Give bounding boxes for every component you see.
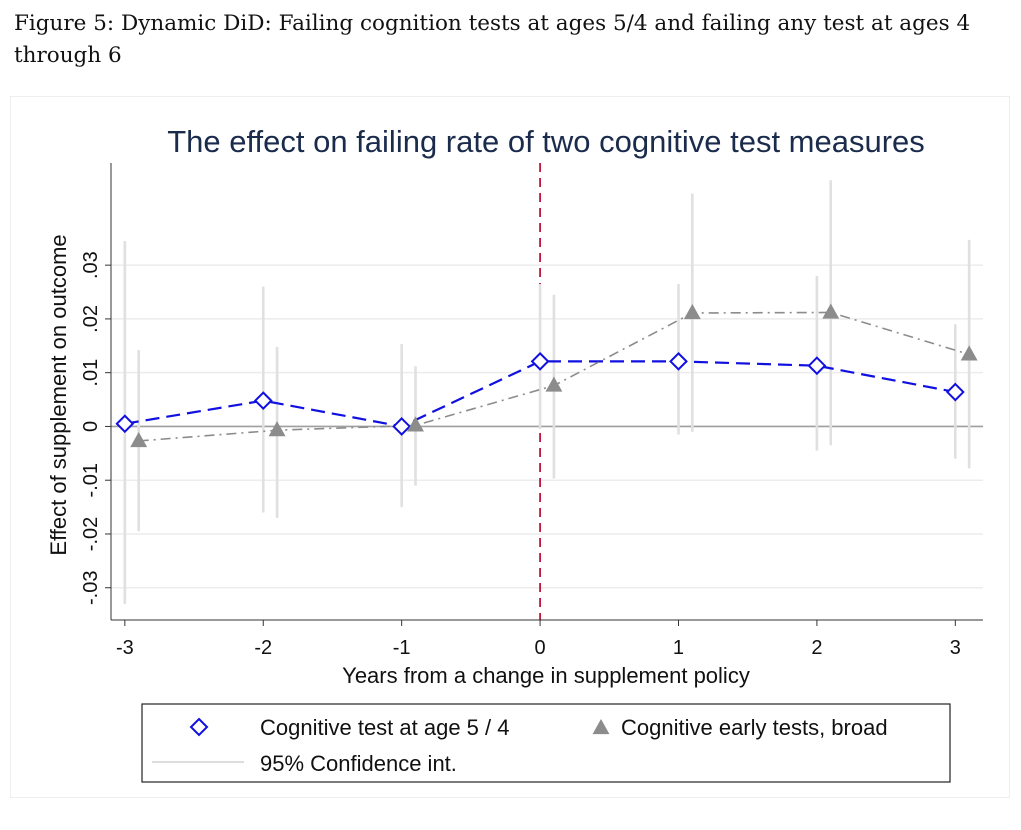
y-tick-label: -.03: [80, 571, 102, 605]
series1-point: [945, 382, 965, 402]
chart-title: The effect on failing rate of two cognit…: [167, 124, 925, 159]
legend-diamond-icon: [189, 717, 209, 737]
legend: Cognitive test at age 5 / 4 Cognitive ea…: [141, 703, 951, 783]
series2-point: [407, 416, 424, 432]
legend-series2-label: Cognitive early tests, broad: [621, 715, 888, 740]
series2-point: [683, 303, 701, 320]
series2-point: [130, 431, 148, 448]
series1-point: [530, 351, 550, 371]
legend-ci-label: 95% Confidence int.: [260, 751, 457, 776]
series1-point: [253, 391, 273, 411]
grid-layer: [111, 163, 983, 620]
series2-point: [545, 376, 563, 392]
legend-series1-marker: [189, 717, 209, 737]
series1-point: [115, 414, 135, 434]
ci-layer: [123, 180, 971, 604]
y-tick-label: -.01: [80, 463, 102, 497]
x-axis-label: Years from a change in supplement policy: [342, 663, 750, 688]
axis-layer: -.03 -.02 -.01 0 .01 .02 .03 -3 -2 -1 0 1 2 3: [80, 163, 983, 659]
y-tick-label: 0: [80, 421, 102, 432]
x-tick-label: -3: [116, 637, 134, 659]
series1-point: [807, 356, 827, 376]
cut-off-text: [0, 812, 1021, 830]
y-axis-label: Effect of supplement on outcome: [46, 234, 71, 555]
x-tick-label: 0: [535, 637, 546, 659]
x-tick-label: 2: [811, 637, 822, 659]
x-tick-label: 3: [950, 637, 961, 659]
series1-point: [392, 417, 412, 436]
y-tick-label: .01: [80, 359, 102, 387]
y-tick-label: .02: [80, 305, 102, 333]
y-tick-label: .03: [80, 251, 102, 279]
series2-point: [268, 421, 286, 437]
legend-series1-label: Cognitive test at age 5 / 4: [260, 715, 510, 740]
figure-frame: [10, 96, 1010, 798]
series1-point: [669, 351, 688, 371]
series2-point: [822, 303, 840, 319]
legend-box: [141, 703, 951, 783]
marker-layer: [115, 303, 978, 448]
series2-point: [960, 345, 978, 361]
line-layer: [124, 311, 970, 442]
y-tick-label: -.02: [80, 517, 102, 551]
legend-series2-marker: [592, 718, 610, 735]
x-tick-label: 1: [673, 637, 684, 659]
x-tick-label: -2: [254, 637, 272, 659]
legend-triangle-icon: [592, 718, 610, 735]
x-tick-label: -1: [393, 637, 411, 659]
figure-caption: Figure 5: Dynamic DiD: Failing cognition…: [14, 11, 971, 68]
